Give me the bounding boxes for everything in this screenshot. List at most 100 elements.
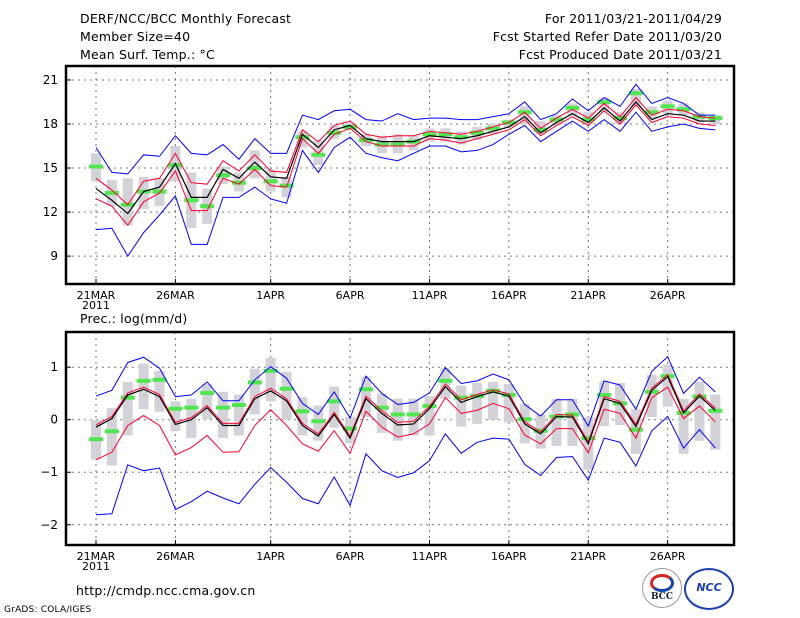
bcc-emblem-icon — [650, 574, 674, 592]
x-tick-label: 26APR — [650, 550, 686, 563]
observation-marker — [549, 117, 564, 122]
observation-marker — [390, 142, 405, 147]
spread-box — [297, 397, 308, 436]
observation-marker — [89, 437, 103, 442]
bottom-variable-label: Prec.: log(mm/d) — [80, 311, 188, 326]
y-tick-label: 21 — [43, 73, 58, 87]
x-year-label: 2011 — [82, 299, 110, 312]
spread-box — [599, 381, 610, 427]
observation-marker — [533, 428, 548, 433]
y-tick-label: 12 — [43, 205, 58, 219]
observation-marker — [327, 130, 342, 135]
spread-box — [281, 371, 292, 420]
spread-box — [551, 398, 562, 446]
observation-marker — [327, 399, 342, 404]
observation-marker — [390, 412, 405, 417]
observation-marker — [343, 426, 358, 431]
spread-box — [456, 385, 467, 427]
plot-frame — [64, 330, 736, 547]
grads-credit: GrADS: COLA/IGES — [4, 605, 92, 615]
observation-marker — [184, 405, 199, 410]
observation-marker — [454, 135, 469, 140]
observation-marker — [486, 126, 500, 131]
forecast-start-date: Fcst Started Refer Date 2011/03/20 — [492, 29, 722, 44]
observation-marker — [374, 405, 389, 410]
temperature-chart: 9 12 15 18 21 21MAR 26MAR 1APR 6APR 11APR 16APR 21A… — [43, 64, 736, 312]
spread-box — [249, 368, 260, 415]
spread-box — [138, 363, 149, 410]
spread-box — [535, 121, 546, 135]
x-tick-label: 11APR — [412, 289, 448, 302]
spread-box — [202, 384, 213, 420]
observation-marker — [501, 393, 516, 398]
observation-marker — [454, 395, 469, 400]
observation-marker — [263, 368, 278, 373]
bcc-logo: BCC — [642, 568, 682, 608]
forecast-produced-date: Fcst Produced Date 2011/03/21 — [518, 47, 722, 62]
y-tick-label: −2 — [40, 518, 58, 532]
observation-marker — [136, 378, 151, 383]
observation-marker — [470, 130, 485, 135]
spread-box — [567, 398, 578, 446]
precipitation-chart: −2 −1 0 1 21MAR 26MAR 1APR 6APR 11APR 16APR 21APR 2… — [40, 330, 736, 573]
y-tick-label: 18 — [43, 117, 58, 131]
spread-box — [646, 375, 657, 418]
spread-box — [662, 364, 673, 407]
spread-box — [599, 97, 610, 113]
forecast-period: For 2011/03/21-2011/04/29 — [544, 11, 722, 26]
spread-lower-line — [95, 104, 716, 227]
ensemble-max-line — [95, 355, 716, 428]
observation-marker — [247, 380, 262, 385]
observation-marker — [311, 419, 326, 424]
observation-marker — [533, 127, 548, 132]
spread-box — [106, 408, 117, 466]
observation-marker — [216, 405, 231, 410]
x-tick-label: 21MAR — [77, 550, 116, 563]
observation-marker — [597, 99, 612, 104]
observation-marker — [89, 164, 103, 169]
y-tick-label: 0 — [50, 413, 58, 427]
observation-marker — [231, 403, 246, 408]
observation-marker — [374, 142, 389, 147]
spread-box — [678, 398, 689, 454]
x-tick-label: 6APR — [336, 550, 365, 563]
spread-lower-line — [95, 386, 716, 461]
observation-marker — [231, 180, 246, 185]
observation-marker — [438, 378, 453, 383]
x-tick-label: 16APR — [491, 550, 527, 563]
observation-marker — [311, 152, 326, 157]
x-tick-label: 21APR — [570, 289, 606, 302]
y-tick-label: −1 — [40, 465, 58, 479]
x-tick-label: 6APR — [336, 289, 365, 302]
observation-marker — [168, 163, 183, 168]
spread-box — [519, 106, 530, 124]
ensemble-max-line — [95, 83, 716, 175]
observation-marker — [358, 138, 373, 143]
ncc-logo: NCC — [684, 568, 734, 610]
observation-marker — [581, 436, 596, 441]
x-tick-label: 26MAR — [156, 289, 195, 302]
observation-marker — [295, 135, 310, 140]
source-url[interactable]: http://cmdp.ncc.cma.gov.cn — [76, 583, 256, 598]
observation-marker — [406, 412, 421, 417]
observation-marker — [358, 387, 373, 392]
observation-marker — [263, 179, 278, 184]
observation-marker — [168, 406, 183, 411]
spread-box — [329, 386, 340, 428]
observation-marker — [295, 409, 310, 414]
observation-marker — [628, 427, 643, 432]
y-tick-label: 15 — [43, 161, 58, 175]
spread-box — [503, 384, 514, 423]
x-tick-label: 1APR — [256, 289, 285, 302]
spread-box — [170, 401, 181, 432]
observation-marker — [216, 173, 231, 178]
x-tick-label: 16APR — [491, 289, 527, 302]
ensemble-min-line — [95, 111, 716, 258]
observation-marker — [422, 132, 437, 137]
spread-box — [122, 381, 133, 436]
observation-marker — [628, 91, 643, 96]
observation-marker — [438, 132, 453, 137]
observation-marker — [120, 395, 135, 400]
x-tick-label: 26APR — [650, 289, 686, 302]
observation-marker — [565, 412, 580, 417]
